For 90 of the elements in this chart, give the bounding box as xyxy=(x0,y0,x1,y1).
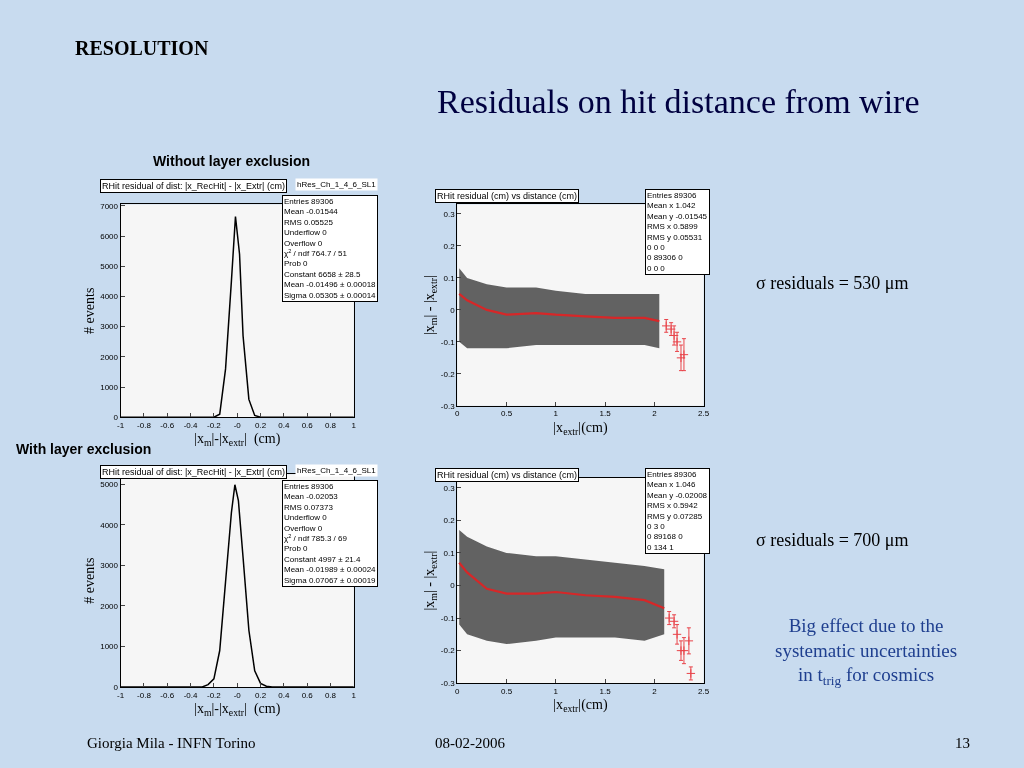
y-tick-label: -0.1 xyxy=(440,337,456,347)
x-tick-label: 2 xyxy=(652,686,658,696)
x-tick-label: 2 xyxy=(652,409,658,419)
y-tick-label: 5000 xyxy=(100,480,119,490)
x-tick-label: 1.5 xyxy=(599,686,612,696)
x-tick-label: 0.8 xyxy=(324,690,337,700)
y-tick-label: 0.2 xyxy=(443,241,456,251)
y-tick-label: -0.3 xyxy=(440,401,456,411)
text: RESOLUTION xyxy=(75,37,209,59)
text: 08-02-2006 xyxy=(435,735,506,751)
text: 13 xyxy=(955,735,970,751)
text: σ residuals = 700 μm xyxy=(756,530,909,550)
point xyxy=(679,349,689,360)
x-tick-label: 0.6 xyxy=(301,690,314,700)
point xyxy=(672,629,682,640)
y-tick-label: -0.2 xyxy=(440,646,456,656)
y-tick-label: 6000 xyxy=(100,231,119,241)
text: Entries 89306 Mean -0.01544 RMS 0.05525 Underflow 0 Overflow 0 χ$^{2}$ / ndf 764.7 / 51 Prob 0 Constant 6658 ± 28.5 Mean -0.01496 ± 0.00018 Sigma 0.05305 ± 0.00014 xyxy=(284,197,376,300)
y-tick-label: 5000 xyxy=(100,262,119,272)
x-tick-label: 1.5 xyxy=(599,409,612,419)
x-tick-label: -0.8 xyxy=(137,690,152,700)
y-tick-label: 3000 xyxy=(100,322,119,332)
x-tick-label: -0 xyxy=(233,420,242,430)
text: With layer exclusion xyxy=(16,441,152,457)
x-axis-title: |x$_{m}$|-|x$_{extr}$| (cm) xyxy=(194,700,281,718)
text: σ residuals = 530 μm xyxy=(756,273,909,293)
x-tick-label: -1 xyxy=(117,690,125,700)
x-tick-label: -0.4 xyxy=(183,420,199,430)
x-tick-label: 2.5 xyxy=(698,409,710,419)
annotation: Entries 89306 Mean x 1.042 Mean y -0.01545 RMS x 0.5899 RMS y 0.05531 0 0 0 0 89306 0 0 0 0 xyxy=(647,191,708,273)
y-tick-label: -0.1 xyxy=(440,613,456,623)
x-tick-label: -1 xyxy=(117,420,125,430)
x-axis-title: |x$_{extr}$|(cm) xyxy=(553,697,608,715)
chart-subtitle: hRes_Ch_1_4_6_SL1 xyxy=(297,466,377,475)
x-tick-label: 0.8 xyxy=(324,420,337,430)
y-tick-label: 0 xyxy=(450,581,456,591)
y-tick-label: 7000 xyxy=(100,201,119,211)
x-tick-label: -0.2 xyxy=(207,420,222,430)
y-tick-label: 0.3 xyxy=(443,209,456,219)
text: Without layer exclusion xyxy=(153,153,311,169)
annotation: Entries 89306 Mean x 1.046 Mean y -0.02008 RMS x 0.5942 RMS y 0.07285 0 3 0 0 89168 0 0 134 1 xyxy=(647,470,708,552)
x-tick-label: -0.4 xyxy=(183,690,199,700)
x-tick-label: 0.5 xyxy=(500,686,513,696)
text: Entries 89306 Mean -0.02053 RMS 0.07373 Underflow 0 Overflow 0 χ$^{2}$ / ndf 785.3 / 69 Prob 0 Constant 4997 ± 21.4 Mean -0.01989 ± 0.00024 Sigma 0.07067 ± 0.00019 xyxy=(284,482,376,585)
y-tick-label: 0.3 xyxy=(443,483,456,493)
y-axis-title: # events xyxy=(81,287,97,334)
x-tick-label: 1 xyxy=(553,409,559,419)
point xyxy=(676,353,686,363)
x-tick-label: 0.2 xyxy=(254,420,267,430)
chart-title: RHit residual (cm) vs distance (cm) xyxy=(437,191,578,201)
y-tick-label: 0 xyxy=(450,305,456,315)
y-tick-label: 2000 xyxy=(100,601,119,611)
y-tick-label: 4000 xyxy=(100,520,119,530)
y-tick-label: 1000 xyxy=(100,382,119,392)
chart-subtitle: hRes_Ch_1_4_6_SL1 xyxy=(297,180,377,189)
y-tick-label: 0.1 xyxy=(443,548,456,558)
line-series xyxy=(458,292,661,323)
x-tick-label: -0.2 xyxy=(207,690,222,700)
y-tick-label: 0.1 xyxy=(443,273,456,283)
text: Giorgia Mila - INFN Torino xyxy=(87,735,256,751)
point xyxy=(684,636,694,646)
x-tick-label: -0.8 xyxy=(137,420,152,430)
chart-title: RHit residual (cm) vs distance (cm) xyxy=(437,470,578,480)
x-tick-label: 0.4 xyxy=(278,690,290,700)
y-tick-label: 0.2 xyxy=(443,516,456,526)
chart-title: RHit residual of dist: |x_RecHit| - |x_Extr| (cm) xyxy=(102,467,285,477)
y-tick-label: -0.3 xyxy=(440,679,456,688)
x-tick-label: -0.6 xyxy=(160,420,175,430)
x-tick-label: -0.6 xyxy=(160,690,175,700)
x-axis-title: |x$_{m}$|-|x$_{extr}$| (cm) xyxy=(194,431,281,449)
y-tick-label: 1000 xyxy=(100,642,119,652)
x-tick-label: 0.2 xyxy=(254,690,267,700)
x-tick-label: 2.5 xyxy=(698,686,710,696)
chart-title: RHit residual of dist: |x_RecHit| - |x_Extr| (cm) xyxy=(102,181,285,191)
y-tick-label: 2000 xyxy=(100,352,119,362)
x-tick-label: 1 xyxy=(553,686,559,696)
x-tick-label: 0.4 xyxy=(278,420,290,430)
y-tick-label: 4000 xyxy=(100,292,119,302)
y-tick-label: -0.2 xyxy=(440,369,456,379)
x-tick-label: 1 xyxy=(351,420,357,430)
line-series xyxy=(458,561,666,610)
y-tick-label: 3000 xyxy=(100,561,119,571)
text: Big effect due to the systematic uncertainties in t$_{trig}$ for cosmics xyxy=(775,615,958,689)
x-tick-label: 0.5 xyxy=(500,409,513,419)
text: Residuals on hit distance from wire xyxy=(437,83,920,120)
x-tick-label: -0 xyxy=(233,690,242,700)
x-tick-label: 0.6 xyxy=(301,420,314,430)
x-tick-label: 1 xyxy=(351,690,357,700)
x-axis-title: |x$_{extr}$|(cm) xyxy=(553,419,608,437)
y-axis-title: # events xyxy=(81,557,97,604)
